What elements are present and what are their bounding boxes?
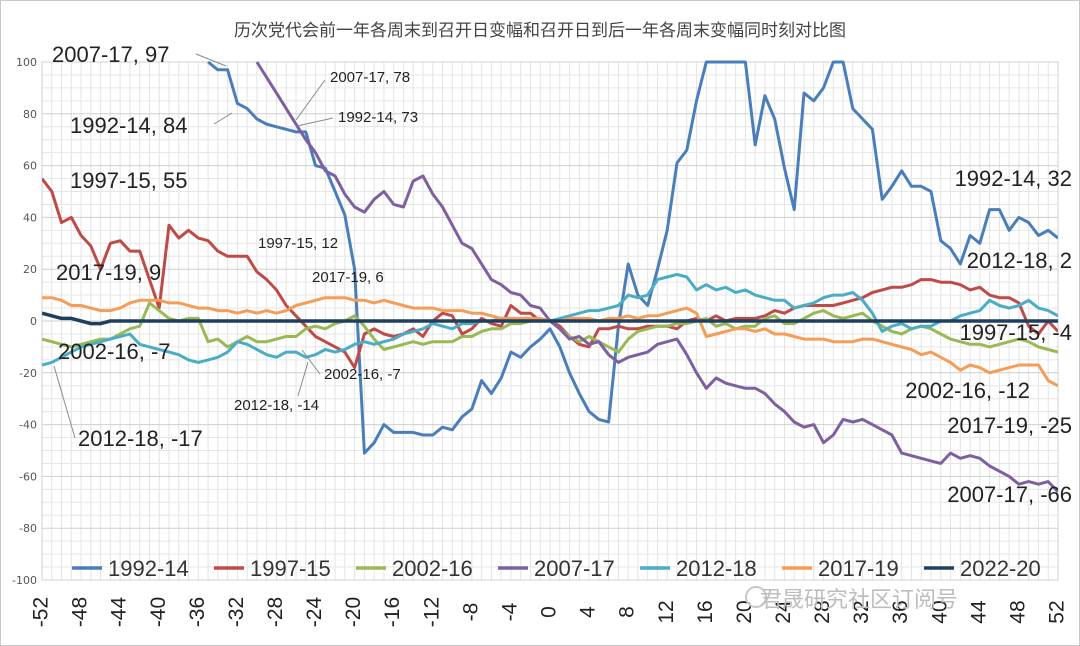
x-tick-label: 32	[850, 600, 873, 623]
y-tick-label: 0	[30, 315, 37, 328]
x-tick-label: 36	[889, 600, 912, 623]
x-tick-label: -24	[303, 597, 326, 628]
data-label: 2017-19, 6	[312, 269, 384, 286]
x-tick-label: 24	[772, 600, 795, 624]
x-tick-label: -44	[108, 597, 131, 628]
annotation-leader	[301, 349, 321, 375]
data-label: 1997-15, 55	[70, 168, 187, 193]
data-label: 2012-18, -17	[78, 426, 203, 451]
y-tick-label: -40	[19, 419, 37, 432]
data-label: 1992-14, 84	[70, 113, 187, 138]
watermark: 君晟研究社区订阅号	[760, 588, 959, 613]
annotation-leaders	[53, 53, 334, 439]
series-line-2022-20	[42, 311, 1058, 326]
data-label: 2002-16, -7	[58, 339, 171, 364]
data-label: 2017-19, -25	[947, 413, 1072, 438]
series-line-2007-17	[255, 61, 1058, 493]
data-label: 2002-16, -12	[905, 378, 1030, 403]
series-lines	[42, 60, 1058, 493]
x-tick-label: 12	[655, 600, 678, 623]
legend-label: 2007-17	[534, 556, 615, 581]
x-tick-label: -36	[186, 597, 209, 627]
x-tick-label: -48	[69, 597, 92, 627]
y-axis: -100 -80 -60 -40 -20 0 20 40 60 80 100	[12, 56, 37, 587]
x-tick-label: -40	[147, 597, 170, 627]
x-tick-label: 28	[811, 600, 834, 623]
annotation-leader	[295, 79, 326, 121]
annotation-leader	[195, 53, 227, 67]
legend-label: 2002-16	[392, 556, 473, 581]
legend-label: 2022-20	[960, 556, 1041, 581]
y-tick-label: -80	[19, 522, 37, 535]
y-tick-label: -60	[19, 470, 37, 483]
x-tick-label: -4	[498, 602, 521, 621]
legend-label: 1997-15	[250, 556, 331, 581]
data-label: 2007-17, 78	[330, 69, 410, 86]
x-tick-label: 40	[928, 600, 951, 623]
data-label: 2012-18, -14	[234, 397, 319, 414]
legend-label: 2012-18	[676, 556, 757, 581]
x-tick-label: 44	[967, 600, 990, 624]
x-tick-label: -32	[225, 597, 248, 627]
data-label: 2017-19, 9	[56, 260, 161, 285]
data-label: 1997-15, -4	[959, 320, 1072, 345]
x-tick-label: -20	[342, 597, 365, 627]
x-axis: -52 -48 -44 -40 -36 -32 -28 -24 -20 -16 -12 -8 -4 0 4 8…	[30, 597, 1069, 628]
x-tick-label: 48	[1006, 600, 1029, 623]
y-tick-label: 40	[23, 211, 37, 224]
x-tick-label: 0	[538, 606, 561, 618]
data-label: 1997-15, 12	[258, 235, 338, 252]
y-tick-label: -100	[12, 574, 37, 587]
y-tick-label: 60	[23, 160, 37, 173]
x-tick-label: 8	[616, 606, 639, 618]
y-tick-label: 100	[16, 56, 37, 69]
x-tick-label: 4	[577, 606, 600, 618]
annotation-leader	[296, 117, 334, 127]
data-label: 2007-17, -66	[947, 482, 1072, 507]
x-tick-label: -8	[459, 603, 482, 622]
x-tick-label: -12	[420, 597, 443, 627]
y-tick-label: 20	[23, 263, 37, 276]
annotation-leader	[297, 361, 309, 397]
chart-title: 历次党代会前一年各周末到召开日变幅和召开日到后一年各周末变幅同时刻对比图	[234, 21, 846, 41]
data-label: 1992-14, 73	[338, 109, 418, 126]
x-tick-label: -28	[264, 597, 287, 627]
legend-label: 1992-14	[108, 556, 189, 581]
legend-label: 2017-19	[818, 556, 899, 581]
data-label: 1992-14, 32	[955, 166, 1072, 191]
wechat-icon	[745, 586, 767, 608]
legend: 1992-14 1997-15 2002-16 2007-17 2012-18 2017-…	[72, 556, 1041, 581]
x-tick-label: -52	[30, 597, 53, 627]
y-tick-label: -20	[19, 367, 37, 380]
x-tick-label: 52	[1046, 600, 1069, 623]
data-label: 2002-16, -7	[324, 366, 401, 383]
data-label: 2012-18, 2	[967, 248, 1072, 273]
x-tick-label: -16	[381, 597, 404, 627]
data-label: 2007-17, 97	[52, 42, 169, 67]
y-tick-label: 80	[23, 108, 37, 121]
x-tick-label: 16	[694, 600, 717, 623]
annotations: 2007-17, 97 1992-14, 84 1997-15, 55 2017-19…	[52, 42, 1072, 507]
annotation-leader	[213, 112, 233, 125]
annotation-leader	[53, 365, 76, 439]
